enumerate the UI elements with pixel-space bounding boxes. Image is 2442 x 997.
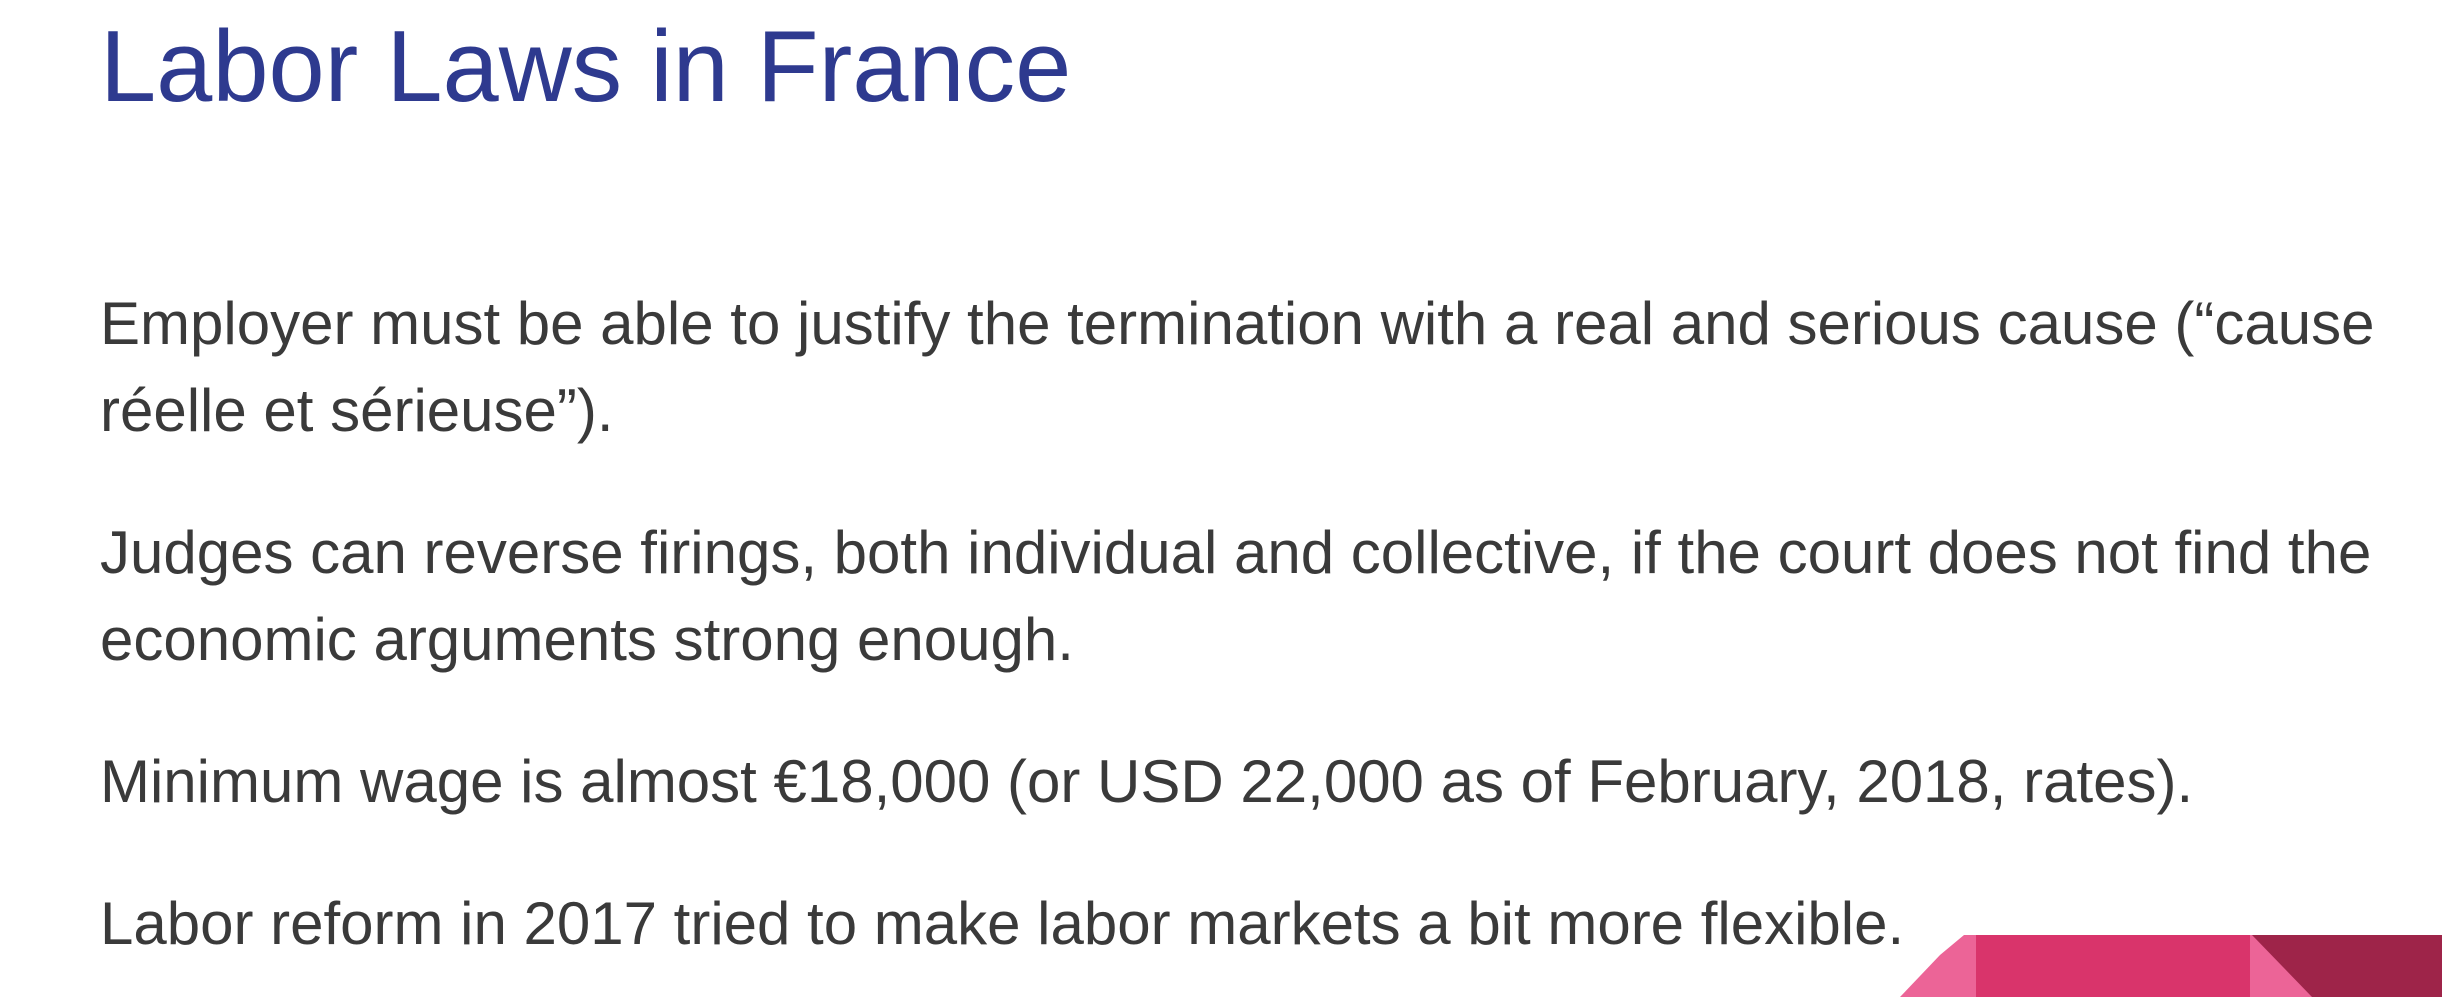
bullet-labor-reform: Labor reform in 2017 tried to make labor… — [100, 890, 1905, 957]
corner-decoration — [1900, 935, 2442, 997]
bullet-list: Employer must be able to justify the ter… — [100, 280, 2430, 967]
decor-shape-pink — [1976, 935, 2250, 997]
bullet-minimum-wage: Minimum wage is almost €18,000 (or USD 2… — [100, 748, 2194, 815]
decor-shape-light-pink — [1900, 935, 1988, 997]
decor-shape-maroon — [2252, 935, 2442, 997]
bullet-termination-cause: Employer must be able to justify the ter… — [100, 290, 2375, 444]
slide-title: Labor Laws in France — [100, 11, 1072, 123]
bullet-judges-reverse-firings: Judges can reverse firings, both individ… — [100, 519, 2372, 673]
